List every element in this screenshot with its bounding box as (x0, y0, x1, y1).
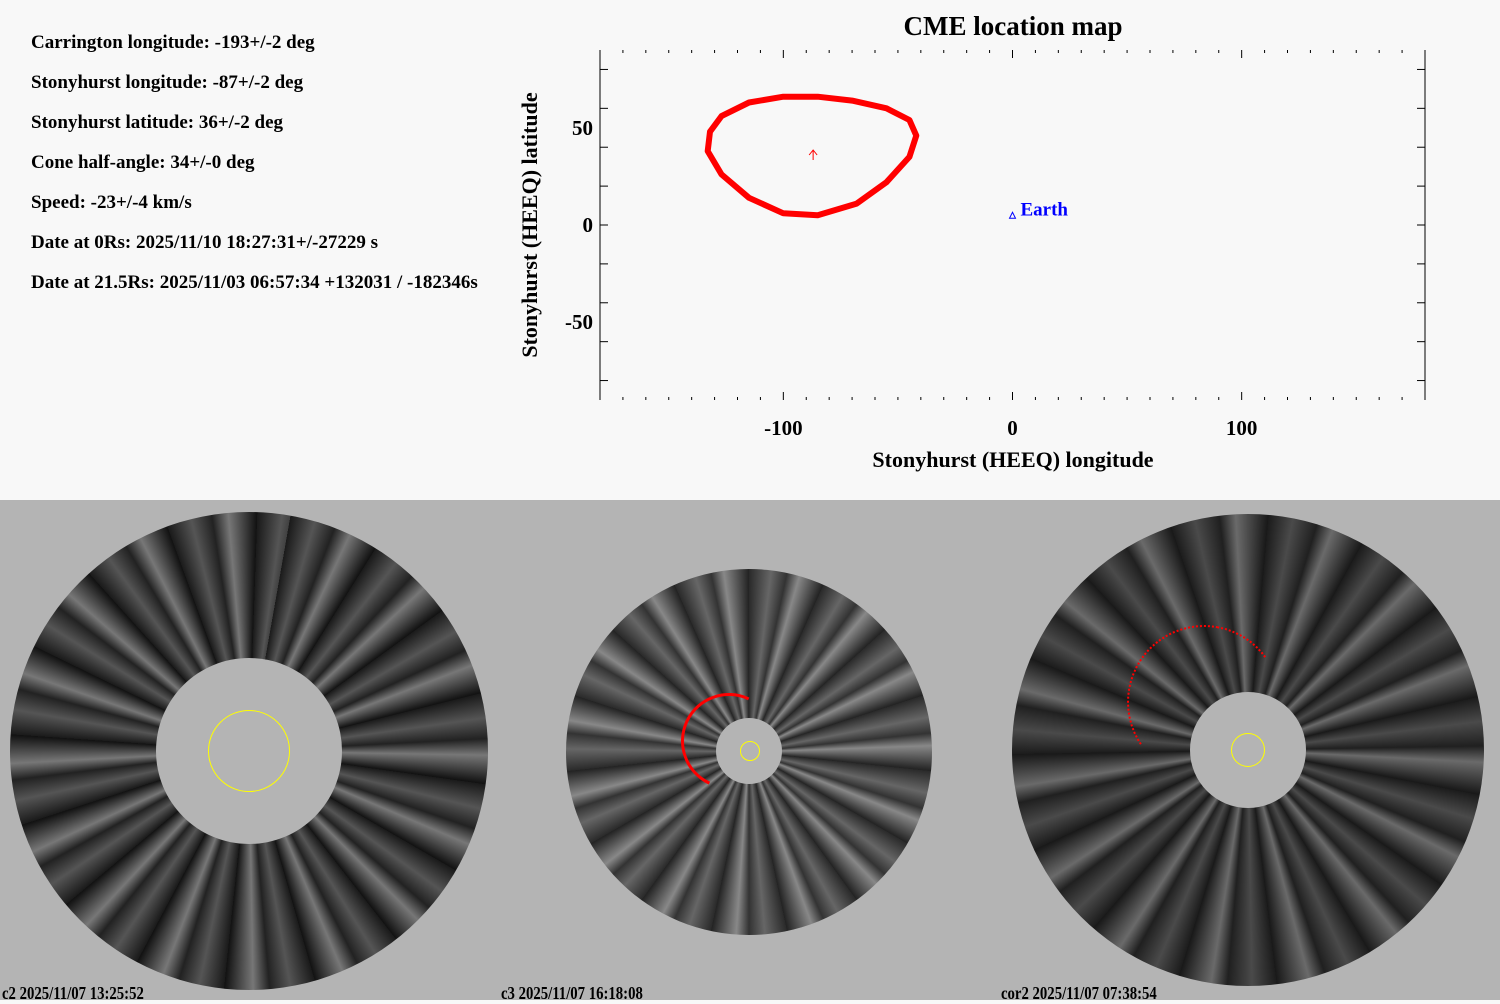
cme-center-arrow-icon (808, 149, 818, 160)
axes (599, 50, 1426, 400)
carrington-longitude: Carrington longitude: -193+/-2 deg (31, 32, 315, 53)
earth-marker-icon (1008, 211, 1017, 219)
y-axis-label: Stonyhurst (HEEQ) latitude (517, 92, 542, 357)
c2-caption: c2 2025/11/07 13:25:52 (2, 983, 144, 1003)
x-tick-label: 0 (1007, 416, 1018, 440)
x-tick-label: -100 (764, 416, 803, 440)
cone-half-angle: Cone half-angle: 34+/-0 deg (31, 152, 255, 173)
cme-contour (704, 93, 920, 219)
sun-circle-icon (740, 741, 760, 761)
coronagraph-panels: c2 2025/11/07 13:25:52 c3 2025/11/07 16:… (0, 500, 1500, 1003)
tick-labels: -100 0 100 50 0 -50 (565, 116, 1257, 440)
date-at-21-5rs: Date at 21.5Rs: 2025/11/03 06:57:34 +132… (31, 272, 478, 293)
y-tick-label: -50 (565, 310, 593, 334)
sun-circle-icon (208, 710, 290, 792)
cme-parameters: Carrington longitude: -193+/-2 deg Stony… (31, 32, 478, 312)
c3-caption: c3 2025/11/07 16:18:08 (501, 983, 643, 1003)
earth-label: Earth (1021, 199, 1069, 220)
speed: Speed: -23+/-4 km/s (31, 192, 192, 213)
chart-title: CME location map (904, 11, 1123, 41)
y-tick-label: 50 (572, 116, 593, 140)
y-tick-label: 0 (583, 213, 594, 237)
cme-location-map: CME location map Stonyhurst (HEEQ) longi… (517, 11, 1426, 472)
stonyhurst-longitude: Stonyhurst longitude: -87+/-2 deg (31, 72, 304, 93)
x-axis-label: Stonyhurst (HEEQ) longitude (872, 447, 1153, 472)
date-at-0rs: Date at 0Rs: 2025/11/10 18:27:31+/-27229… (31, 232, 378, 253)
sun-circle-icon (1231, 733, 1265, 767)
stonyhurst-latitude: Stonyhurst latitude: 36+/-2 deg (31, 112, 284, 133)
x-tick-label: 100 (1226, 416, 1258, 440)
cor2-caption: cor2 2025/11/07 07:38:54 (1001, 983, 1157, 1003)
